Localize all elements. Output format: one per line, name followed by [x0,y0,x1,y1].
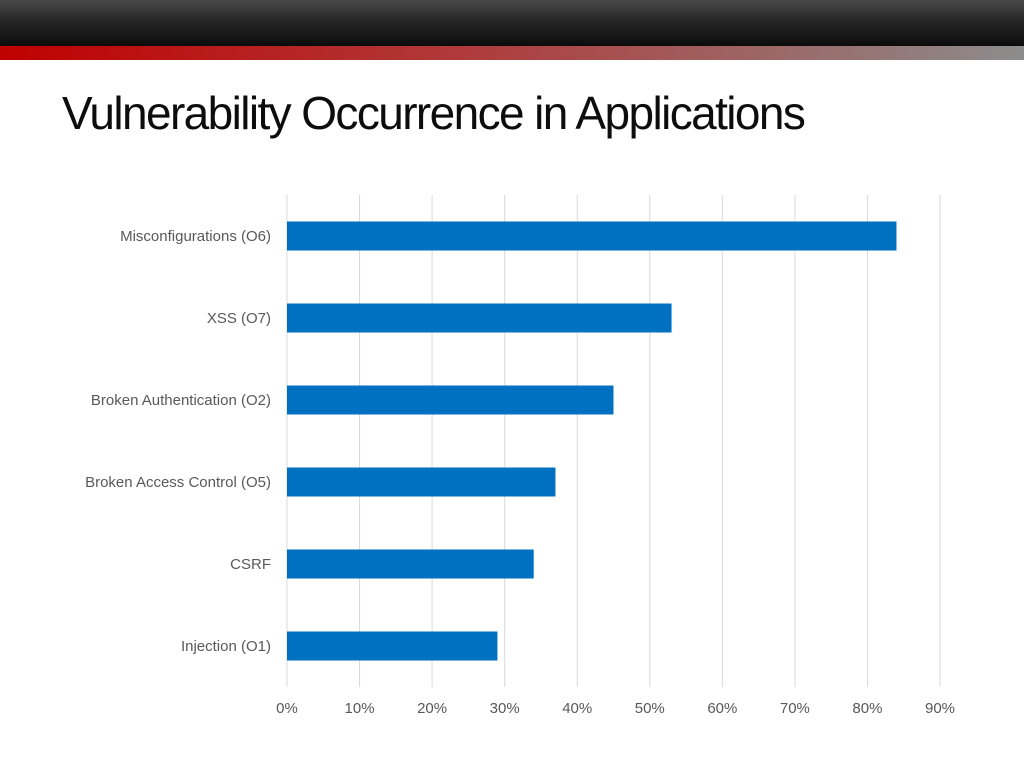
x-tick-label: 40% [562,700,592,717]
category-labels: Misconfigurations (O6) XSS (O7) Broken Aut… [85,228,271,655]
x-tick-label: 10% [345,700,375,717]
x-tick-label: 30% [490,700,520,717]
header-band [0,0,1024,46]
accent-stripe [0,46,1024,60]
x-tick-label: 0% [276,700,298,717]
x-tick-label: 70% [780,700,810,717]
bar [287,549,534,579]
bar [287,467,556,497]
category-label: Misconfigurations (O6) [120,228,271,245]
x-tick-label: 90% [925,700,955,717]
x-tick-label: 20% [417,700,447,717]
category-label: Broken Authentication (O2) [91,392,271,409]
x-tick-label: 80% [852,700,882,717]
x-axis-tick-labels: 0% 10% 20% 30% 40% 50% 60% 70% 80% 90% [276,700,955,717]
category-label: CSRF [230,556,271,573]
bar [287,303,672,333]
category-label: Injection (O1) [181,638,271,655]
category-label: Broken Access Control (O5) [85,474,271,491]
slide-title: Vulnerability Occurrence in Applications [62,87,806,139]
bar [287,385,614,415]
bar [287,631,498,661]
gridlines [286,195,941,687]
x-tick-label: 50% [635,700,665,717]
x-tick-label: 60% [707,700,737,717]
bars [287,221,897,661]
category-label: XSS (O7) [207,310,271,327]
bar [287,221,897,251]
